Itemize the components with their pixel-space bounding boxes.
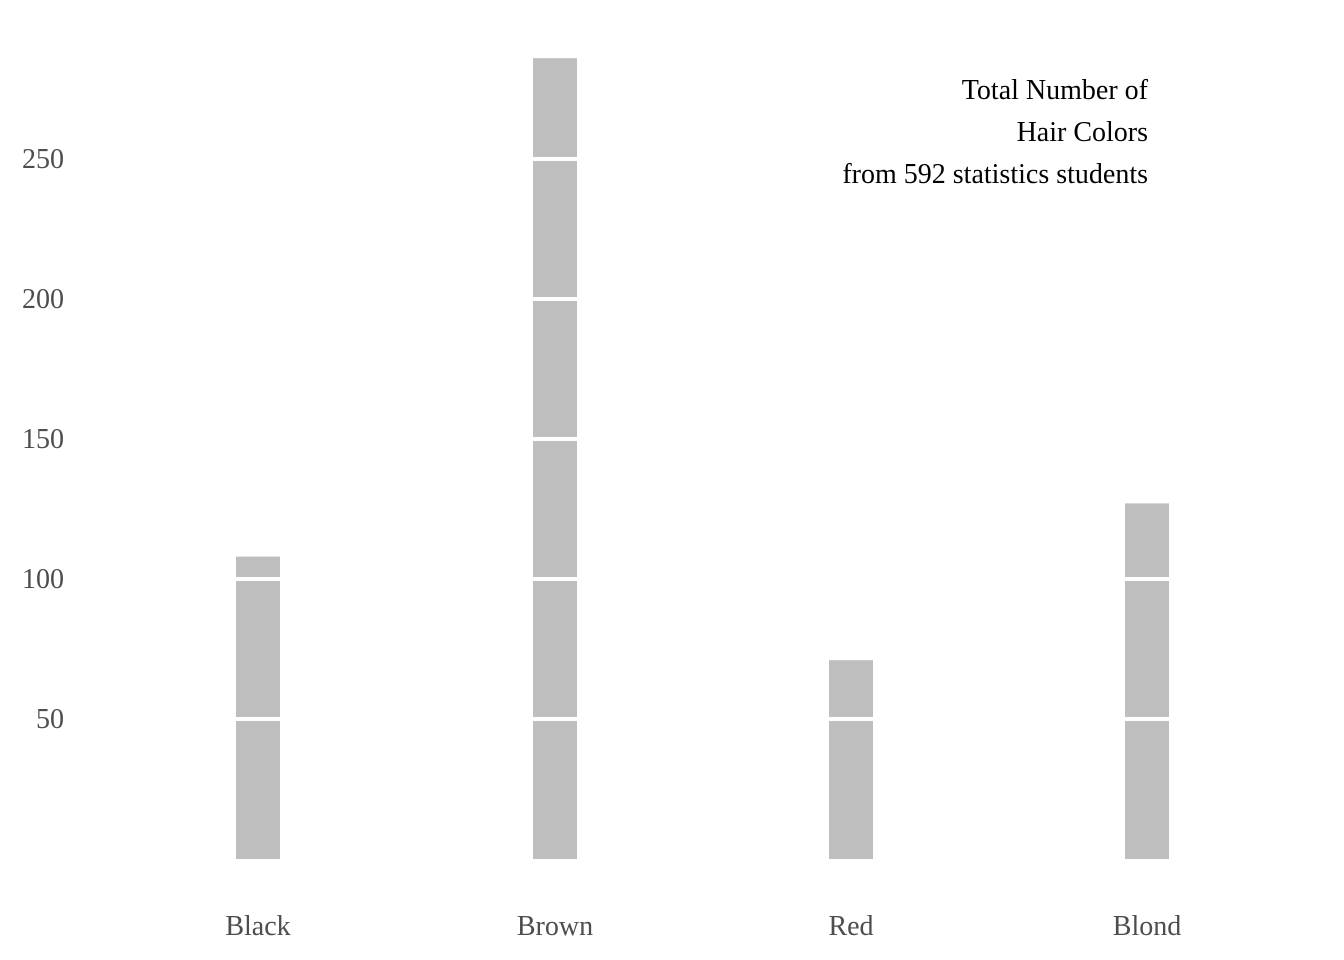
y-tick-label-50: 50 (36, 704, 64, 735)
x-tick-label-brown: Brown (517, 911, 593, 942)
x-tick-label-red: Red (828, 911, 873, 942)
chart-title-line-2: Hair Colors (1017, 117, 1148, 148)
x-axis-labels: Black Brown Red Blond (225, 911, 1181, 942)
chart-title-line-1: Total Number of (962, 75, 1149, 106)
y-tick-label-200: 200 (22, 284, 64, 315)
bars-layer (236, 58, 1169, 859)
y-tick-label-100: 100 (22, 564, 64, 595)
bar-brown (533, 58, 577, 859)
bar-black (236, 556, 280, 859)
x-tick-label-blond: Blond (1113, 911, 1181, 942)
y-tick-label-150: 150 (22, 424, 64, 455)
y-tick-label-250: 250 (22, 144, 64, 175)
grid-layer (236, 157, 1169, 721)
chart-title-line-3: from 592 statistics students (842, 159, 1148, 190)
bar-red (829, 660, 873, 859)
y-axis-ticks: 50 100 150 200 250 (22, 144, 64, 735)
bar-blond (1125, 503, 1169, 859)
chart-title: Total Number of Hair Colors from 592 stati… (842, 75, 1148, 190)
x-tick-label-black: Black (225, 911, 290, 942)
